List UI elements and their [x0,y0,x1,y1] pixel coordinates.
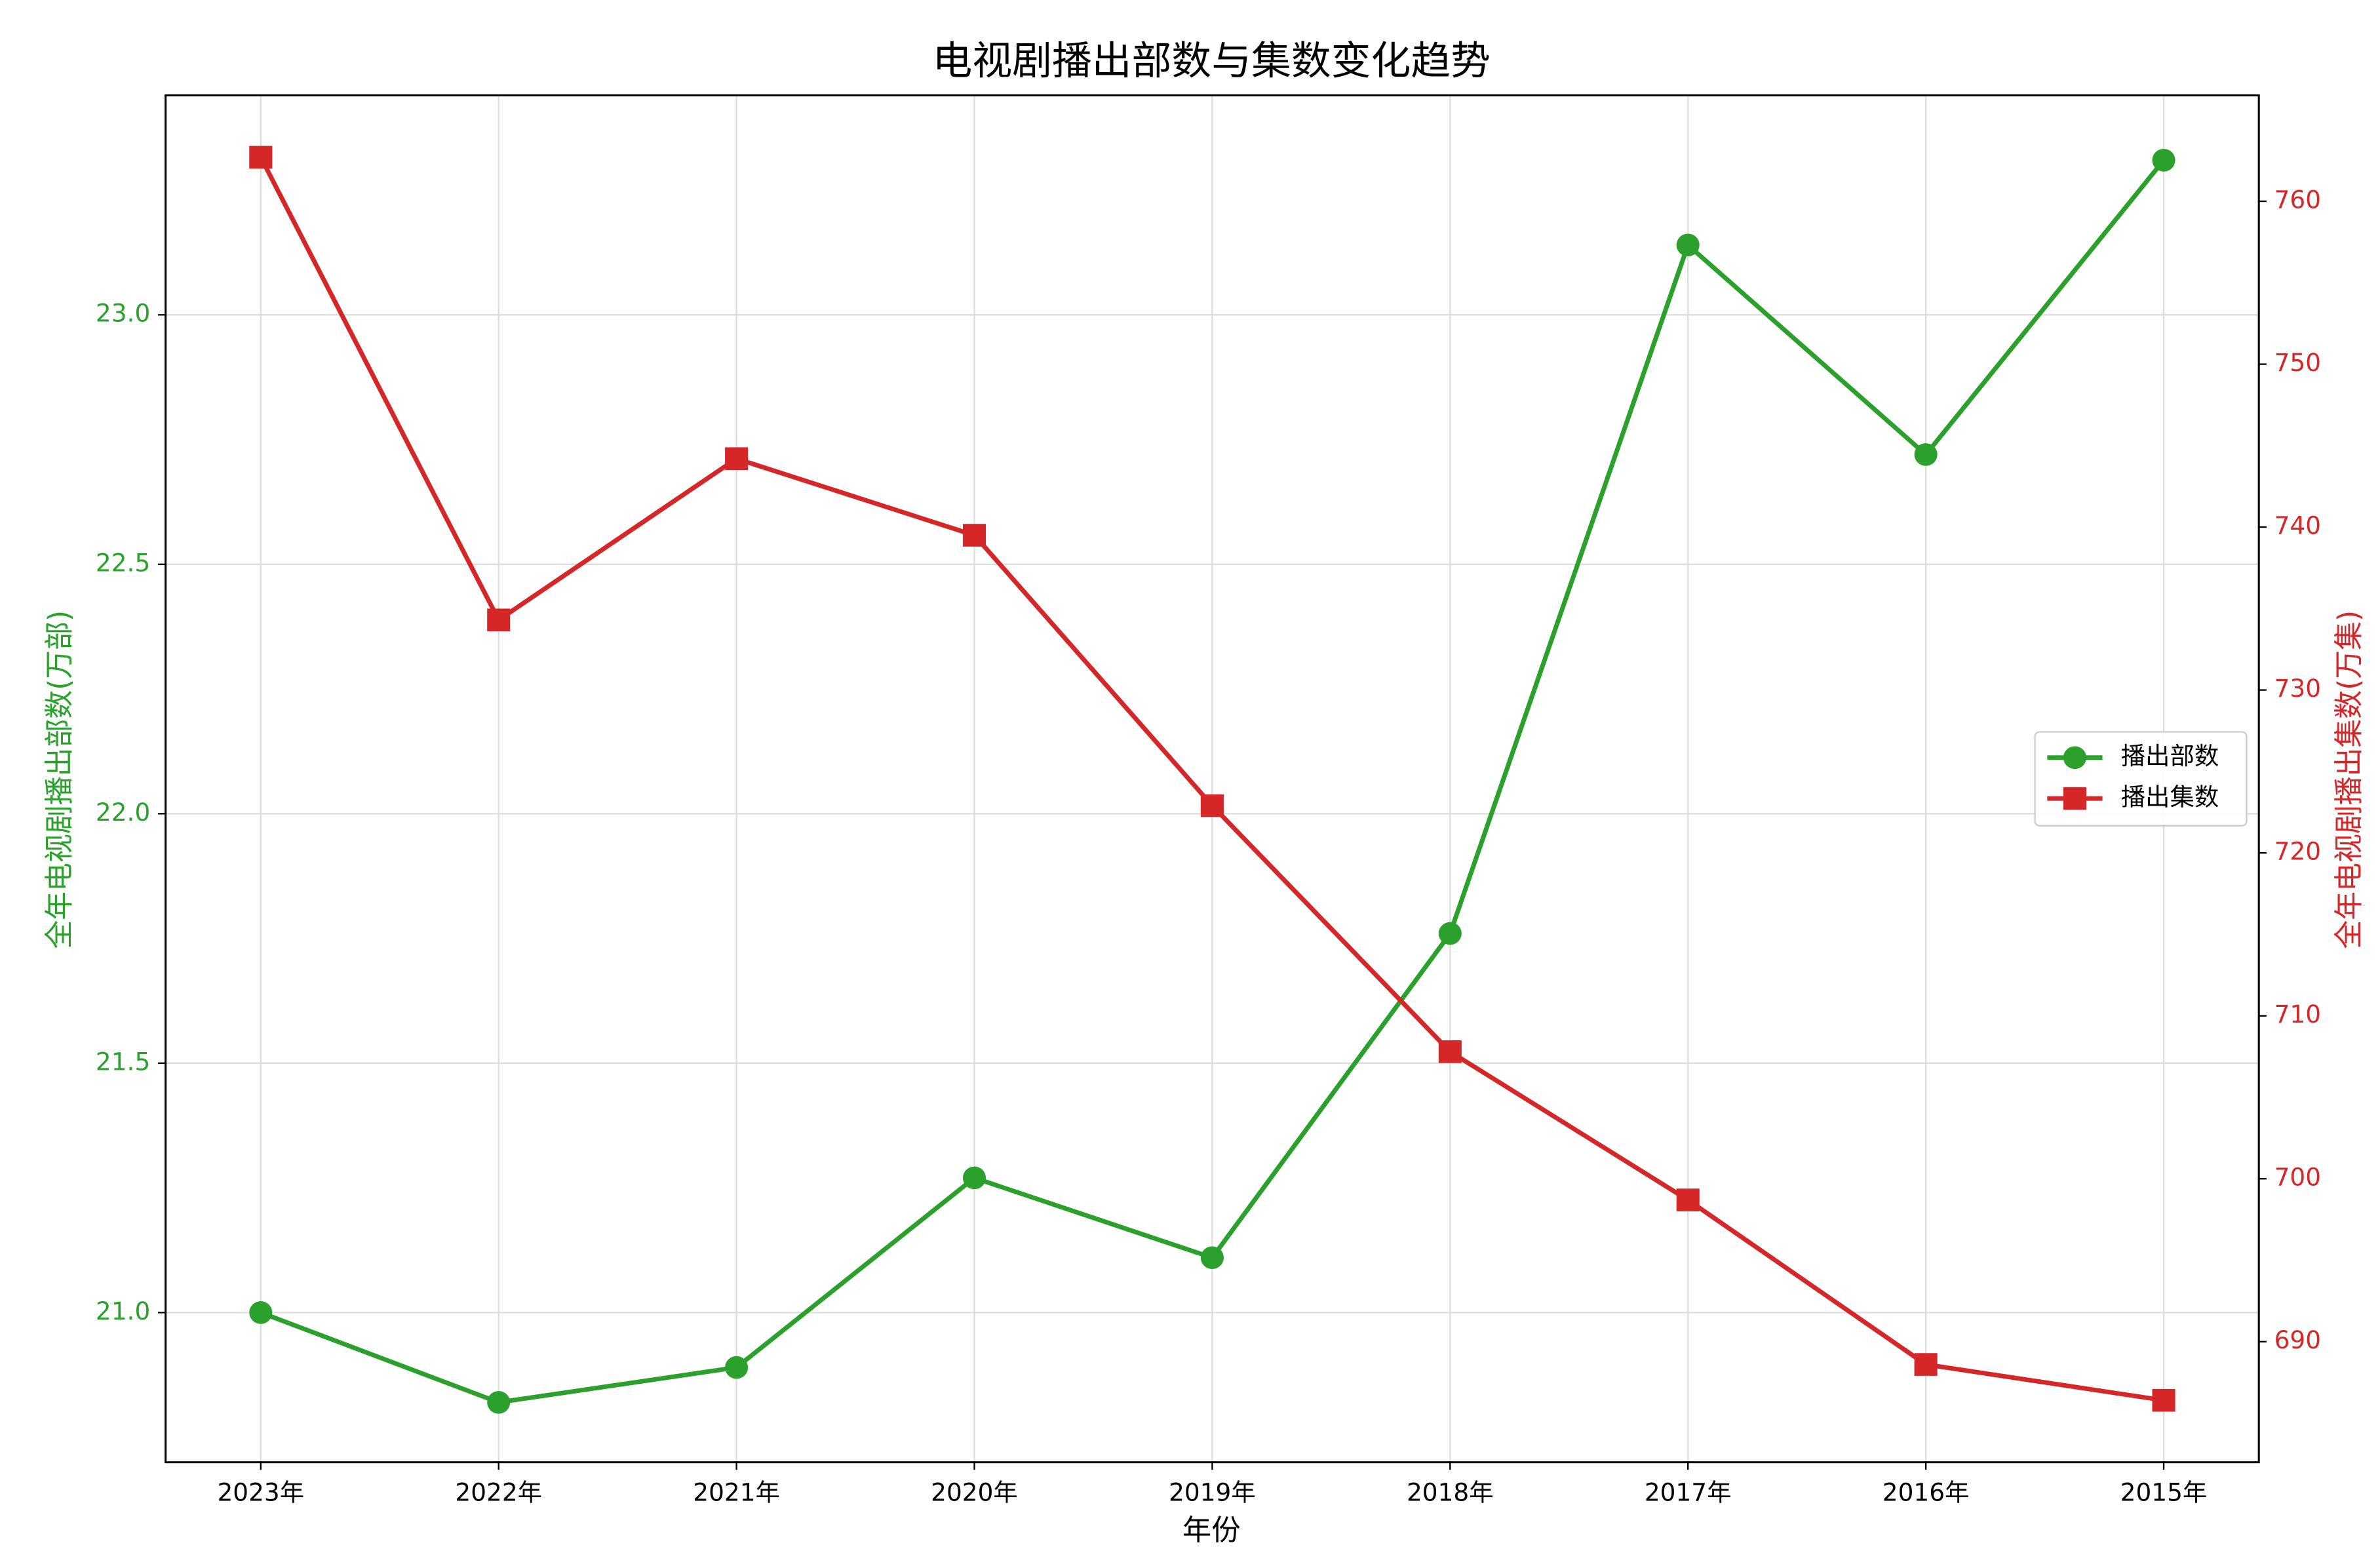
marker [725,1356,749,1379]
y-axis-label: 全年电视剧播出部数(万部) [43,610,76,949]
y-tick-label: 21.5 [96,1048,150,1076]
marker [1676,233,1700,257]
y2-tick-label: 720 [2274,837,2321,866]
x-tick-label: 2020年 [931,1478,1018,1507]
y2-axis-label: 全年电视剧播出集数(万集) [2332,610,2366,949]
marker [725,447,749,471]
y2-tick-label: 690 [2274,1325,2321,1354]
y2-tick-label: 730 [2274,674,2321,703]
y2-tick-label: 760 [2274,186,2321,214]
marker [1200,1246,1224,1269]
x-tick-label: 2022年 [455,1478,542,1507]
marker [1438,922,1462,945]
y2-tick-label: 750 [2274,348,2321,377]
y-tick-label: 22.0 [96,798,150,827]
y-tick-label: 22.5 [96,549,150,578]
y-tick-label: 23.0 [96,299,150,328]
marker [487,608,511,632]
x-tick-label: 2019年 [1169,1478,1256,1507]
y2-tick-label: 700 [2274,1163,2321,1192]
chart-title: 电视剧播出部数与集数变化趋势 [933,39,1491,85]
y2-tick-label: 740 [2274,511,2321,540]
marker [2063,787,2086,810]
marker [2063,746,2086,770]
y-tick-label: 21.0 [96,1297,150,1325]
plot-frame [165,94,2260,1464]
marker [1914,1353,1938,1376]
marker [249,1301,273,1324]
marker [962,524,986,547]
x-tick-label: 2015年 [2120,1478,2208,1507]
marker [1200,794,1224,817]
marker [487,1391,511,1414]
x-tick-label: 2016年 [1883,1478,1970,1507]
x-tick-label: 2017年 [1645,1478,1732,1507]
legend-label: 播出部数 [2121,741,2219,770]
marker [2152,149,2175,172]
x-tick-label: 2023年 [217,1478,304,1507]
marker [1914,443,1938,466]
marker [249,146,273,169]
x-axis-label: 年份 [1182,1514,1241,1547]
marker [1676,1188,1700,1211]
y2-tick-label: 710 [2274,1000,2321,1028]
legend-label: 播出集数 [2121,783,2219,812]
marker [1438,1040,1462,1063]
x-tick-label: 2018年 [1407,1478,1494,1507]
marker [962,1166,986,1190]
x-tick-label: 2021年 [693,1478,780,1507]
marker [2152,1388,2175,1412]
